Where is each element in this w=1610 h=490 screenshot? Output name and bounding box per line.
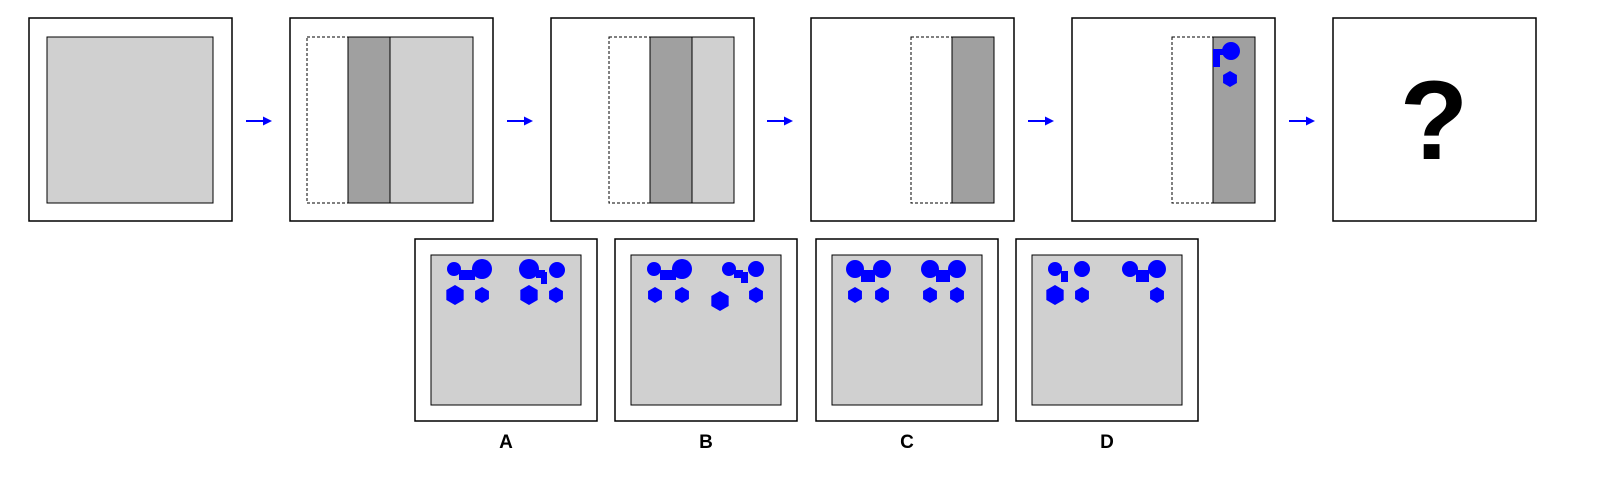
blue-circle <box>1222 42 1240 60</box>
option-d-shapes <box>1046 260 1166 305</box>
full-gray-square <box>46 36 214 204</box>
arrow-5 <box>1289 116 1315 126</box>
option-a[interactable]: A <box>414 238 598 453</box>
dark-strip <box>347 36 391 204</box>
sequence-panel-6: ? <box>1332 17 1537 222</box>
light-strip <box>691 36 735 204</box>
light-strip <box>389 36 474 204</box>
arrow-2 <box>507 116 533 126</box>
sequence-panel-2 <box>289 17 494 222</box>
blue-shape-cluster <box>1213 42 1240 87</box>
sequence-panel-1 <box>28 17 233 222</box>
sequence-panel-5 <box>1071 17 1276 222</box>
sequence-panel-4 <box>810 17 1015 222</box>
dark-strip <box>649 36 693 204</box>
option-c[interactable]: C <box>815 238 999 453</box>
option-b[interactable]: B <box>614 238 798 453</box>
arrow-3 <box>767 116 793 126</box>
question-mark: ? <box>1400 58 1468 183</box>
blue-bar <box>1213 49 1227 55</box>
option-d[interactable]: D <box>1015 238 1199 453</box>
option-c-shapes <box>846 260 966 303</box>
arrow-4 <box>1028 116 1054 126</box>
option-b-label: B <box>699 432 713 453</box>
dark-strip <box>951 36 995 204</box>
sequence-panel-3 <box>550 17 755 222</box>
option-d-label: D <box>1100 432 1114 453</box>
arrow-1 <box>246 116 272 126</box>
option-a-label: A <box>499 432 513 453</box>
option-a-shapes <box>446 259 565 305</box>
option-c-label: C <box>900 432 914 453</box>
option-b-shapes <box>647 259 764 311</box>
blue-square <box>1213 49 1220 67</box>
